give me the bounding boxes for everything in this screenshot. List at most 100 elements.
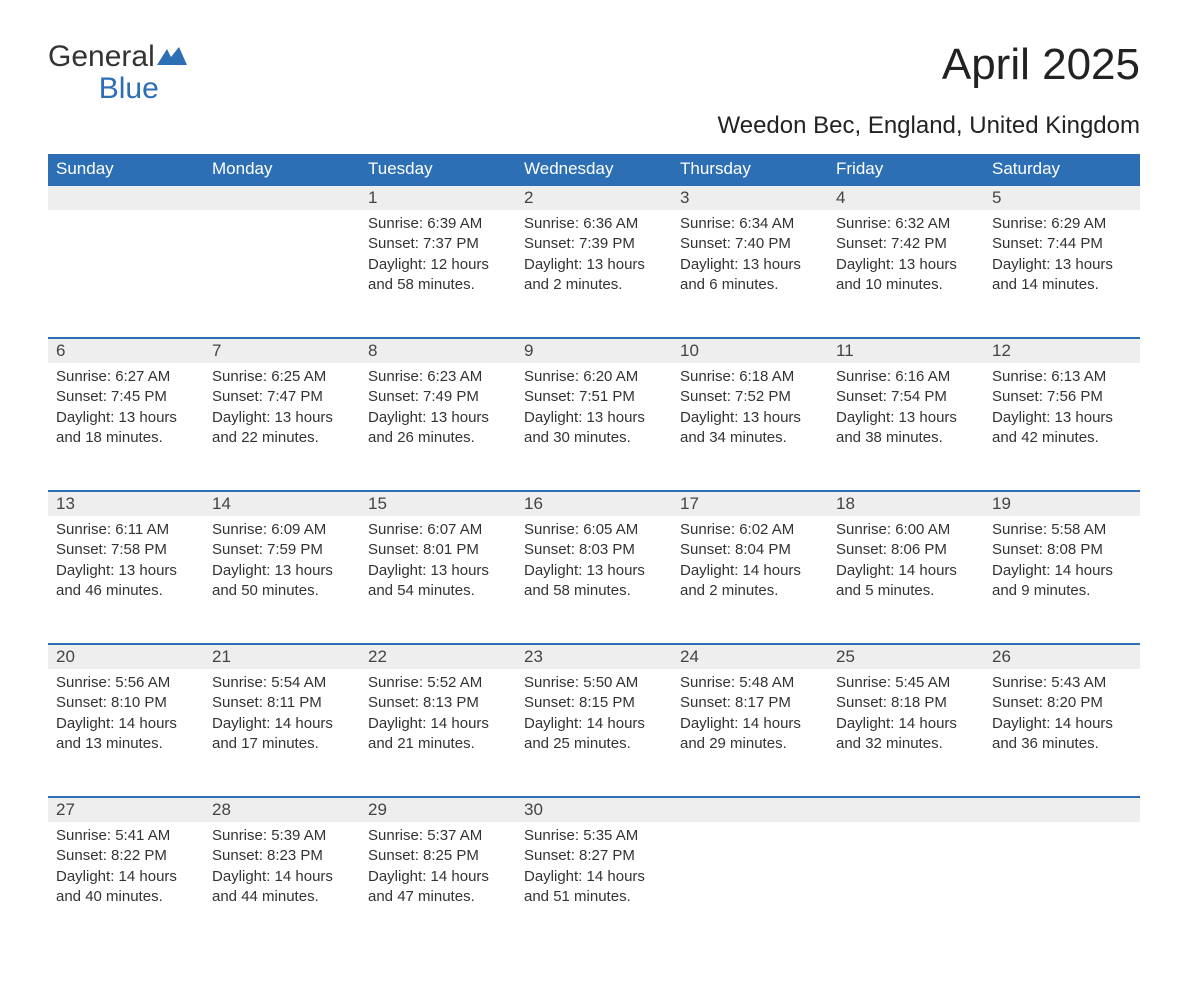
day-number-cell: 2 xyxy=(516,185,672,210)
sunrise-text: Sunrise: 6:18 AM xyxy=(680,367,820,387)
week-row: Sunrise: 6:11 AMSunset: 7:58 PMDaylight:… xyxy=(48,516,1140,644)
sunrise-text: Sunrise: 6:25 AM xyxy=(212,367,352,387)
sunset-text: Sunset: 8:04 PM xyxy=(680,540,820,560)
day-cell: Sunrise: 5:39 AMSunset: 8:23 PMDaylight:… xyxy=(204,822,360,950)
day-number-cell: 19 xyxy=(984,491,1140,516)
day-cell: Sunrise: 5:54 AMSunset: 8:11 PMDaylight:… xyxy=(204,669,360,797)
day-cell xyxy=(984,822,1140,950)
sunset-text: Sunset: 7:37 PM xyxy=(368,234,508,254)
daylight1-text: Daylight: 13 hours xyxy=(56,561,196,581)
day-number: 23 xyxy=(524,647,543,666)
daylight1-text: Daylight: 13 hours xyxy=(836,408,976,428)
sunset-text: Sunset: 8:01 PM xyxy=(368,540,508,560)
day-number: 9 xyxy=(524,341,533,360)
sunrise-text: Sunrise: 6:23 AM xyxy=(368,367,508,387)
sunset-text: Sunset: 7:52 PM xyxy=(680,387,820,407)
day-number: 26 xyxy=(992,647,1011,666)
day-cell xyxy=(828,822,984,950)
day-number-cell: 13 xyxy=(48,491,204,516)
day-cell: Sunrise: 6:32 AMSunset: 7:42 PMDaylight:… xyxy=(828,210,984,338)
daylight1-text: Daylight: 14 hours xyxy=(836,714,976,734)
day-content: Sunrise: 5:50 AMSunset: 8:15 PMDaylight:… xyxy=(516,669,672,768)
day-number-cell: 20 xyxy=(48,644,204,669)
daylight1-text: Daylight: 13 hours xyxy=(992,408,1132,428)
daylight2-text: and 44 minutes. xyxy=(212,887,352,907)
col-wednesday: Wednesday xyxy=(516,154,672,185)
day-cell: Sunrise: 5:43 AMSunset: 8:20 PMDaylight:… xyxy=(984,669,1140,797)
day-number-cell: 1 xyxy=(360,185,516,210)
day-number: 20 xyxy=(56,647,75,666)
day-content: Sunrise: 5:56 AMSunset: 8:10 PMDaylight:… xyxy=(48,669,204,768)
day-content: Sunrise: 6:39 AMSunset: 7:37 PMDaylight:… xyxy=(360,210,516,309)
location: Weedon Bec, England, United Kingdom xyxy=(48,112,1140,140)
day-content: Sunrise: 6:27 AMSunset: 7:45 PMDaylight:… xyxy=(48,363,204,462)
day-cell: Sunrise: 6:18 AMSunset: 7:52 PMDaylight:… xyxy=(672,363,828,491)
daylight2-text: and 42 minutes. xyxy=(992,428,1132,448)
day-content: Sunrise: 5:48 AMSunset: 8:17 PMDaylight:… xyxy=(672,669,828,768)
daylight2-text: and 6 minutes. xyxy=(680,275,820,295)
day-cell: Sunrise: 5:56 AMSunset: 8:10 PMDaylight:… xyxy=(48,669,204,797)
sunset-text: Sunset: 7:40 PM xyxy=(680,234,820,254)
calendar-body: 12345Sunrise: 6:39 AMSunset: 7:37 PMDayl… xyxy=(48,185,1140,950)
logo-word2: Blue xyxy=(99,72,159,106)
day-cell: Sunrise: 6:25 AMSunset: 7:47 PMDaylight:… xyxy=(204,363,360,491)
sunset-text: Sunset: 7:49 PM xyxy=(368,387,508,407)
day-number-cell: 29 xyxy=(360,797,516,822)
sunrise-text: Sunrise: 6:16 AM xyxy=(836,367,976,387)
day-number: 22 xyxy=(368,647,387,666)
sunrise-text: Sunrise: 6:29 AM xyxy=(992,214,1132,234)
sunrise-text: Sunrise: 5:39 AM xyxy=(212,826,352,846)
sunrise-text: Sunrise: 6:07 AM xyxy=(368,520,508,540)
sunrise-text: Sunrise: 6:09 AM xyxy=(212,520,352,540)
day-number-cell: 9 xyxy=(516,338,672,363)
logo: General xyxy=(48,40,187,74)
week-row: Sunrise: 6:39 AMSunset: 7:37 PMDaylight:… xyxy=(48,210,1140,338)
daylight2-text: and 36 minutes. xyxy=(992,734,1132,754)
day-content: Sunrise: 6:11 AMSunset: 7:58 PMDaylight:… xyxy=(48,516,204,615)
day-cell: Sunrise: 6:00 AMSunset: 8:06 PMDaylight:… xyxy=(828,516,984,644)
daylight1-text: Daylight: 13 hours xyxy=(680,255,820,275)
daylight1-text: Daylight: 14 hours xyxy=(992,714,1132,734)
daylight1-text: Daylight: 13 hours xyxy=(524,255,664,275)
col-saturday: Saturday xyxy=(984,154,1140,185)
day-number: 8 xyxy=(368,341,377,360)
sunrise-text: Sunrise: 5:43 AM xyxy=(992,673,1132,693)
daylight2-text: and 54 minutes. xyxy=(368,581,508,601)
day-number: 7 xyxy=(212,341,221,360)
day-cell: Sunrise: 5:35 AMSunset: 8:27 PMDaylight:… xyxy=(516,822,672,950)
day-content: Sunrise: 6:16 AMSunset: 7:54 PMDaylight:… xyxy=(828,363,984,462)
sunset-text: Sunset: 7:44 PM xyxy=(992,234,1132,254)
daylight2-text: and 58 minutes. xyxy=(524,581,664,601)
logo-flag-icon xyxy=(157,45,187,69)
day-content: Sunrise: 6:20 AMSunset: 7:51 PMDaylight:… xyxy=(516,363,672,462)
day-content: Sunrise: 6:05 AMSunset: 8:03 PMDaylight:… xyxy=(516,516,672,615)
day-content: Sunrise: 5:37 AMSunset: 8:25 PMDaylight:… xyxy=(360,822,516,921)
title-block: April 2025 xyxy=(942,40,1140,100)
daylight1-text: Daylight: 14 hours xyxy=(368,867,508,887)
daylight2-text: and 2 minutes. xyxy=(524,275,664,295)
daynum-row: 27282930 xyxy=(48,797,1140,822)
col-thursday: Thursday xyxy=(672,154,828,185)
col-tuesday: Tuesday xyxy=(360,154,516,185)
day-number-cell: 15 xyxy=(360,491,516,516)
sunrise-text: Sunrise: 5:56 AM xyxy=(56,673,196,693)
sunrise-text: Sunrise: 5:48 AM xyxy=(680,673,820,693)
sunset-text: Sunset: 8:25 PM xyxy=(368,846,508,866)
sunset-text: Sunset: 8:17 PM xyxy=(680,693,820,713)
day-number-cell xyxy=(828,797,984,822)
day-content: Sunrise: 6:18 AMSunset: 7:52 PMDaylight:… xyxy=(672,363,828,462)
day-content: Sunrise: 6:23 AMSunset: 7:49 PMDaylight:… xyxy=(360,363,516,462)
daylight2-text: and 17 minutes. xyxy=(212,734,352,754)
daylight1-text: Daylight: 14 hours xyxy=(680,561,820,581)
sunset-text: Sunset: 8:08 PM xyxy=(992,540,1132,560)
day-number-cell: 11 xyxy=(828,338,984,363)
day-number: 28 xyxy=(212,800,231,819)
daylight1-text: Daylight: 12 hours xyxy=(368,255,508,275)
day-content: Sunrise: 5:43 AMSunset: 8:20 PMDaylight:… xyxy=(984,669,1140,768)
daylight1-text: Daylight: 13 hours xyxy=(212,408,352,428)
day-cell: Sunrise: 5:50 AMSunset: 8:15 PMDaylight:… xyxy=(516,669,672,797)
daylight2-text: and 9 minutes. xyxy=(992,581,1132,601)
day-content: Sunrise: 5:54 AMSunset: 8:11 PMDaylight:… xyxy=(204,669,360,768)
daylight2-text: and 14 minutes. xyxy=(992,275,1132,295)
day-cell: Sunrise: 6:29 AMSunset: 7:44 PMDaylight:… xyxy=(984,210,1140,338)
